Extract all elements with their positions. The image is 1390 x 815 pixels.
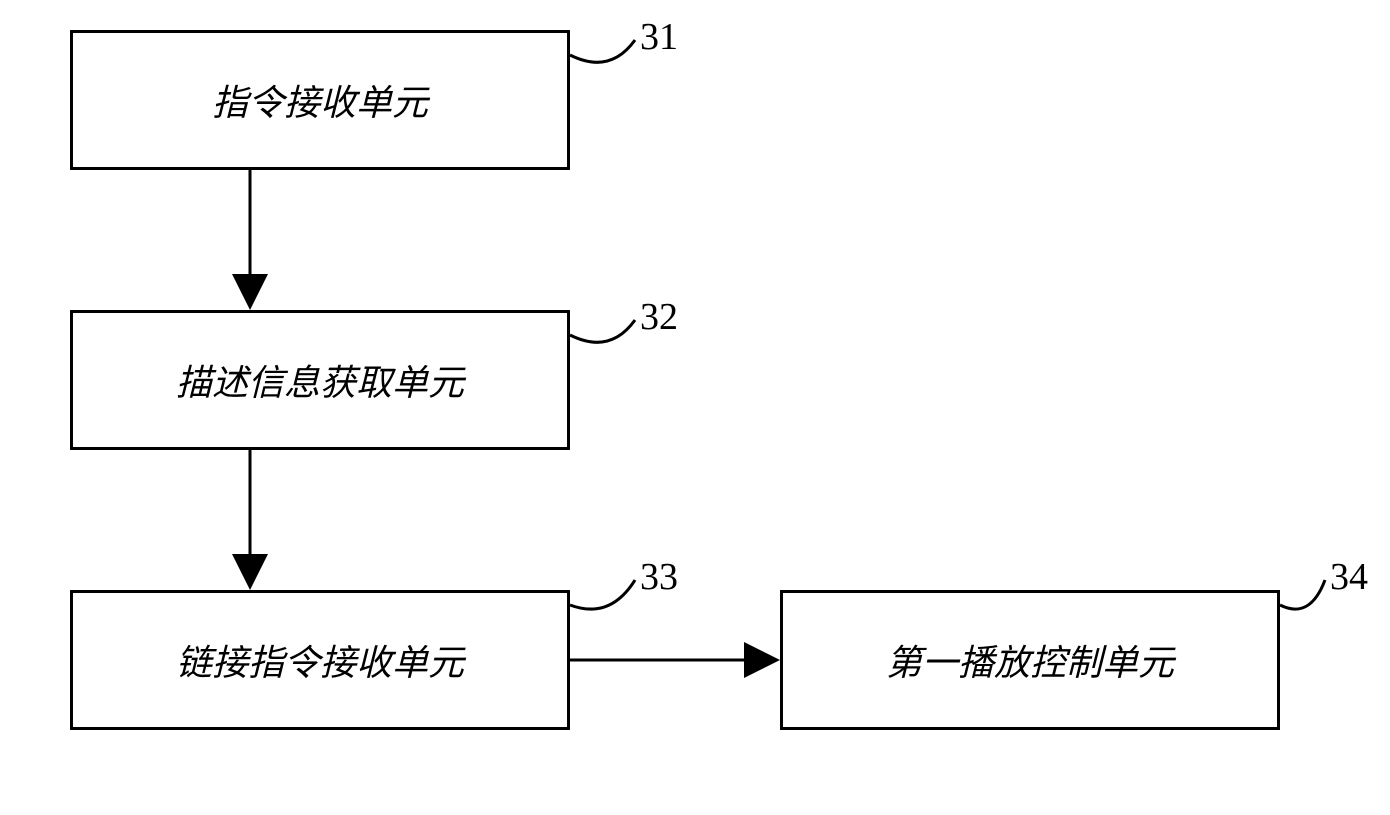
ref-curve-32 <box>570 320 635 342</box>
ref-curve-33 <box>570 580 635 609</box>
ref-curve-34 <box>1280 580 1325 609</box>
ref-curve-31 <box>570 40 635 62</box>
diagram-connectors <box>0 0 1390 815</box>
